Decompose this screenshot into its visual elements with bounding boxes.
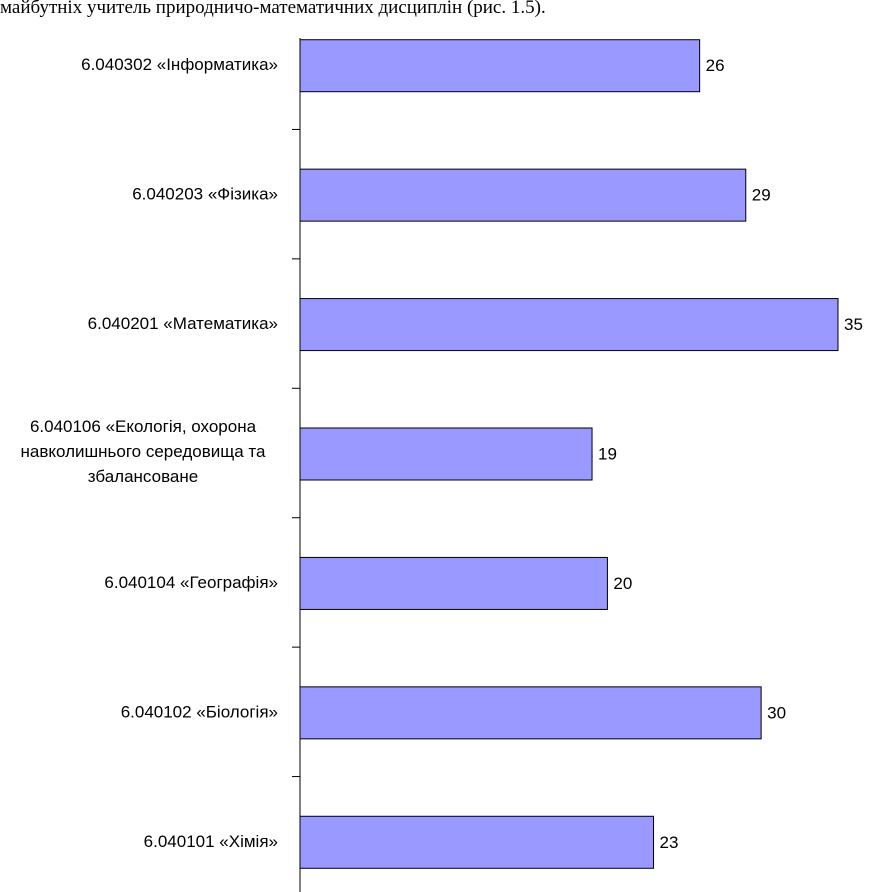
y-tick-label: 6.040102 «Біологія»	[121, 702, 278, 721]
y-tick-label: 6.040302 «Інформатика»	[81, 55, 278, 74]
data-label: 19	[598, 444, 617, 463]
bar	[299, 686, 762, 740]
y-tick-label: 6.040106 «Екологія, охорона навколишнього…	[21, 417, 266, 486]
bar	[299, 298, 839, 352]
y-tick-label: 6.040203 «Фізика»	[132, 185, 278, 204]
text-fragment: майбутніх учитель природничо-математични…	[0, 0, 546, 18]
bar	[299, 427, 593, 481]
y-tick-label: 6.040101 «Хімія»	[144, 832, 278, 851]
bar	[299, 39, 701, 93]
bar	[299, 815, 655, 869]
data-label: 26	[706, 56, 725, 75]
data-label: 23	[660, 833, 679, 852]
data-label: 29	[752, 186, 771, 205]
data-label: 20	[613, 574, 632, 593]
y-tick-label: 6.040201 «Математика»	[88, 314, 278, 333]
bar	[299, 168, 747, 222]
y-tick-label: 6.040104 «Географія»	[104, 573, 278, 592]
data-label: 30	[767, 703, 786, 722]
data-label: 35	[844, 315, 863, 334]
bar	[299, 556, 608, 610]
